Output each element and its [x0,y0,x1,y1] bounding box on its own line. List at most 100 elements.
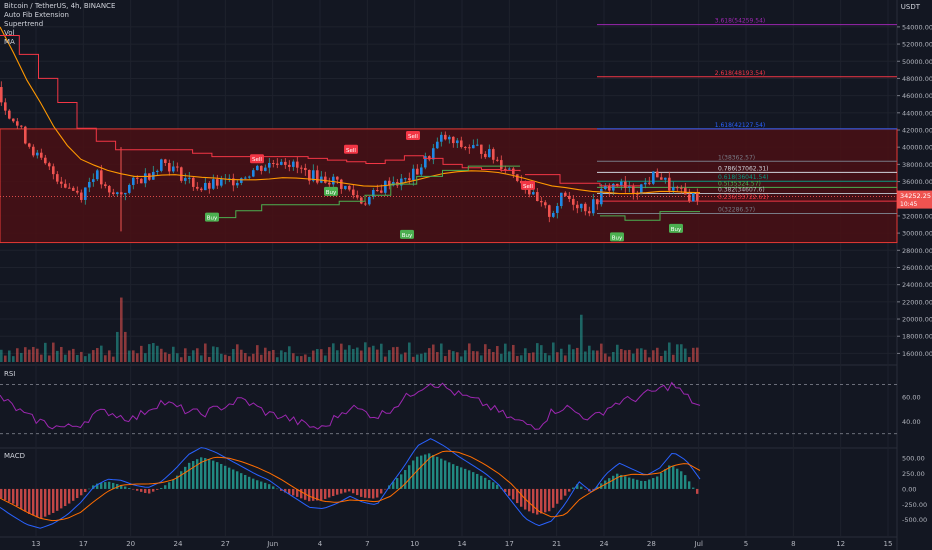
volume-bar [452,351,455,362]
volume-bar [456,352,459,362]
candle-body [680,187,683,189]
volume-bar [232,349,235,362]
candle-body [240,178,243,183]
volume-bar [416,354,419,362]
volume-bar [164,352,167,362]
macd-histogram-bar [380,488,383,494]
volume-bar [60,346,63,362]
indicator-supertrend[interactable]: Supertrend [4,20,44,28]
rsi-pane-label[interactable]: RSI [4,370,16,378]
supertrend-up-line [600,211,700,221]
macd-histogram-bar [104,482,107,489]
macd-histogram-bar [60,488,63,509]
macd-histogram-bar [28,488,31,514]
macd-histogram-bar [516,488,519,504]
candle-body [36,152,39,156]
volume-bar [88,353,91,362]
macd-histogram-bar [156,488,159,490]
volume-bar [480,355,483,362]
ma-line [0,26,701,195]
macd-histogram-bar [528,488,531,512]
volume-bar [268,351,271,362]
macd-histogram-bar [120,485,123,489]
price-tick-label: 30000.00 [902,230,932,238]
macd-histogram-bar [40,488,43,519]
candle-body [684,188,687,195]
candle-body [488,149,491,158]
macd-histogram-bar [616,473,619,489]
symbol-title[interactable]: Bitcoin / TetherUS, 4h, BINANCE [4,2,116,10]
macd-histogram-bar [544,488,547,513]
candle-body [644,182,647,185]
candle-body [564,192,567,196]
signal-text: Buy [612,235,623,241]
macd-histogram-bar [480,475,483,489]
price-tick-label: 20000.00 [902,316,932,324]
x-axis-tick-label: 12 [836,540,845,548]
candle-body [368,196,371,205]
x-axis-tick-label: 10 [410,540,419,548]
macd-histogram-bar [144,488,147,493]
candle-body [304,167,307,170]
volume-bar [144,353,147,362]
macd-histogram-bar [56,488,59,511]
volume-bar [208,356,211,362]
rsi-tick-label: 40.00 [902,418,921,426]
volume-bar [312,350,315,362]
signal-text: Sell [346,148,356,154]
volume-bar [516,356,519,362]
macd-histogram-bar [424,454,427,489]
candle-body [164,159,167,163]
candle-body [108,186,111,193]
volume-bar [168,354,171,362]
macd-histogram-bar [340,488,343,494]
candle-body [216,179,219,186]
candle-body [332,176,335,185]
candle-body [112,192,115,195]
macd-histogram-bar [288,488,291,494]
volume-bar [68,350,71,362]
macd-histogram-bar [244,474,247,489]
candle-body [492,149,495,160]
volume-bar [180,357,183,362]
candle-body [232,178,235,186]
candle-body [156,170,159,172]
candle-body [440,134,443,142]
price-tick-label: 40000.00 [902,144,932,152]
volume-bar [220,353,223,362]
macd-histogram-bar [352,488,355,494]
volume-bar [252,353,255,362]
candle-body [348,185,351,190]
supertrend-down-line [0,35,521,172]
signal-text: Buy [402,233,413,239]
candle-body [340,179,343,189]
price-tick-label: 22000.00 [902,298,932,306]
volume-bar [244,353,247,362]
indicator-vol[interactable]: Vol [4,29,15,37]
macd-histogram-bar [556,488,559,504]
macd-tick-label: 500.00 [902,455,925,463]
macd-histogram-bar [268,484,271,489]
candle-body [52,166,55,175]
candle-body [584,203,587,212]
candle-body [296,161,299,168]
macd-histogram-bar [432,454,435,489]
candle-body [408,178,411,181]
volume-bar [224,354,227,362]
candle-body [420,167,423,175]
candle-body [20,125,23,127]
volume-bar [656,347,659,362]
x-axis-tick-label: 28 [647,540,656,548]
volume-bar [188,355,191,362]
indicator-auto-fib[interactable]: Auto Fib Extension [4,11,69,19]
candle-body [84,187,87,200]
volume-bar [40,354,43,362]
macd-pane-label[interactable]: MACD [4,452,25,460]
volume-bar [52,342,55,362]
candle-body [484,153,487,158]
volume-bar [104,355,107,362]
macd-histogram-bar [272,486,275,489]
indicator-ma[interactable]: MA [4,38,15,46]
macd-histogram-bar [624,476,627,489]
